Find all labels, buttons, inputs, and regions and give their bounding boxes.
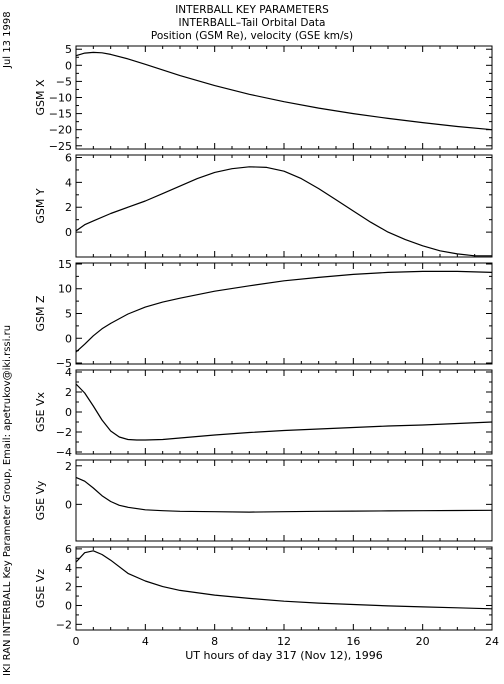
- panel-frame: [75, 154, 493, 258]
- y-tick-label: 0: [65, 332, 72, 345]
- y-tick-label: 2: [65, 386, 72, 399]
- panel-frame: [75, 262, 493, 365]
- y-tick-label: 6: [65, 543, 72, 556]
- series-line: [75, 550, 493, 610]
- y-tick-label: −2: [56, 618, 72, 631]
- chart-title-line-2: INTERBALL–Tail Orbital Data: [178, 17, 326, 29]
- y-tick-label: 0: [65, 59, 72, 72]
- x-tick-label: 12: [277, 635, 291, 648]
- panel-frame: [75, 45, 493, 150]
- x-axis-label: UT hours of day 317 (Nov 12), 1996: [185, 649, 383, 662]
- x-tick-label: 16: [346, 635, 360, 648]
- x-tick-label: 24: [485, 635, 499, 648]
- y-tick-label: 10: [58, 283, 72, 296]
- panel-gse-vy: 2 0 GSE Vy: [34, 459, 493, 542]
- y-tick-label: −15: [49, 108, 72, 121]
- y-tick-label: 5: [65, 43, 72, 56]
- y-axis-label: GSE Vz: [34, 569, 47, 608]
- panel-gse-vx: 4 2 0 −2 −4 GSE Vx: [34, 366, 493, 459]
- x-tick-label: 0: [73, 635, 80, 648]
- y-axis-label: GSM Y: [34, 188, 47, 223]
- panel-frame: [75, 459, 493, 542]
- x-tick-label: 8: [211, 635, 218, 648]
- y-tick-label: −5: [56, 75, 72, 88]
- y-tick-label: 15: [58, 258, 72, 271]
- series-line: [75, 166, 492, 257]
- y-axis-label: GSE Vy: [34, 480, 47, 520]
- y-tick-label: −4: [56, 446, 72, 459]
- series-line: [75, 476, 493, 513]
- y-tick-label: 5: [65, 308, 72, 321]
- series-line: [75, 383, 493, 441]
- x-tick-label: 4: [142, 635, 149, 648]
- series-line: [75, 270, 493, 353]
- y-tick-label: 6: [65, 151, 72, 164]
- panel-frame: [75, 546, 493, 631]
- y-tick-label: 4: [65, 562, 72, 575]
- panel-gsm-x: 5 0 −5 −10 −15 −20 −25 GSM X: [34, 43, 493, 153]
- panel-gse-vz: 6 4 2 0 −2 GSE Vz: [34, 543, 493, 631]
- chart-title-line-1: INTERBALL KEY PARAMETERS: [175, 4, 329, 16]
- y-axis-label: GSM Z: [34, 295, 47, 331]
- y-tick-label: 2: [65, 581, 72, 594]
- y-tick-label: −2: [56, 426, 72, 439]
- y-tick-label: −20: [49, 124, 72, 137]
- y-tick-label: 0: [65, 498, 72, 511]
- y-tick-label: 2: [65, 201, 72, 214]
- y-axis-label: GSE Vx: [34, 392, 47, 432]
- y-tick-label: 4: [65, 176, 72, 189]
- y-tick-label: 0: [65, 226, 72, 239]
- y-tick-label: 4: [65, 366, 72, 379]
- y-tick-label: 0: [65, 406, 72, 419]
- panel-gsm-z: 15 10 5 0 −5 GSM Z: [34, 258, 493, 370]
- y-tick-label: 2: [65, 460, 72, 473]
- panel-frame: [75, 369, 493, 455]
- y-tick-label: −10: [49, 92, 72, 105]
- series-line: [75, 51, 493, 131]
- chart-title-line-3: Position (GSM Re), velocity (GSE km/s): [150, 30, 354, 42]
- y-tick-label: −25: [49, 140, 72, 153]
- y-tick-label: −5: [56, 357, 72, 370]
- x-tick-label: 20: [416, 635, 430, 648]
- y-axis-label: GSM X: [34, 79, 47, 115]
- panel-gsm-y: 6 4 2 0 GSM Y: [34, 151, 493, 258]
- y-tick-label: 0: [65, 599, 72, 612]
